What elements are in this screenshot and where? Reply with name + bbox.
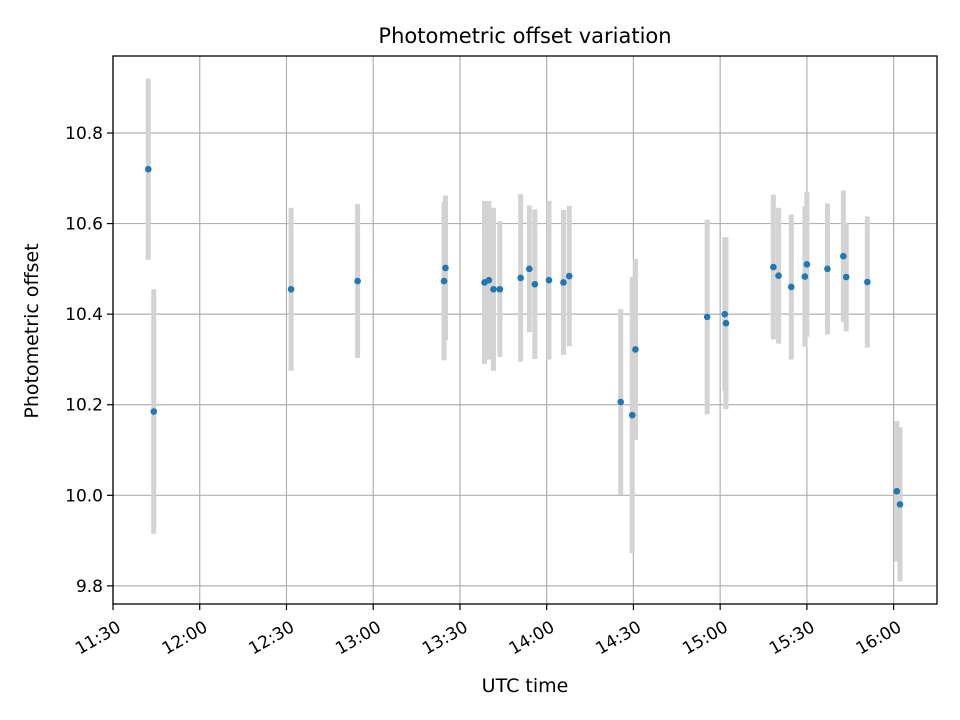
- data-point: [531, 280, 539, 288]
- y-axis-label: Photometric offset: [21, 243, 43, 418]
- y-tick-label: 10.6: [65, 215, 103, 235]
- y-tick-label: 10.0: [65, 486, 103, 506]
- plot-frame: [112, 55, 938, 605]
- data-point: [703, 313, 711, 321]
- data-points: [144, 165, 904, 508]
- data-point: [517, 274, 524, 282]
- data-point: [526, 265, 533, 273]
- data-point: [896, 501, 904, 508]
- data-point: [440, 277, 448, 285]
- data-point: [722, 319, 730, 327]
- data-point: [893, 487, 901, 495]
- data-point: [770, 263, 777, 271]
- data-point: [864, 278, 871, 286]
- data-point: [628, 411, 636, 419]
- y-tick-label: 10.4: [65, 305, 103, 325]
- data-point: [150, 408, 158, 415]
- data-point: [545, 276, 553, 284]
- data-point: [721, 310, 729, 318]
- data-point: [801, 273, 809, 280]
- y-tick-label: 10.2: [65, 396, 103, 416]
- y-tick-label: 10.8: [65, 124, 103, 144]
- data-point: [354, 277, 361, 285]
- data-point: [442, 264, 449, 272]
- data-point: [565, 272, 573, 280]
- chart-title: Photometric offset variation: [378, 24, 671, 48]
- data-point: [287, 285, 295, 293]
- data-point: [803, 261, 811, 268]
- data-point: [496, 285, 504, 293]
- data-point: [490, 285, 497, 293]
- data-point: [560, 279, 567, 286]
- x-axis-label: UTC time: [482, 675, 569, 697]
- data-point: [775, 272, 782, 279]
- data-point: [842, 273, 850, 281]
- data-point: [485, 276, 493, 284]
- data-point: [840, 252, 847, 260]
- data-point: [632, 346, 639, 353]
- data-point: [824, 265, 831, 273]
- data-point: [144, 165, 152, 173]
- data-point: [787, 283, 795, 291]
- y-tick-label: 9.8: [76, 577, 103, 597]
- data-point: [617, 398, 624, 406]
